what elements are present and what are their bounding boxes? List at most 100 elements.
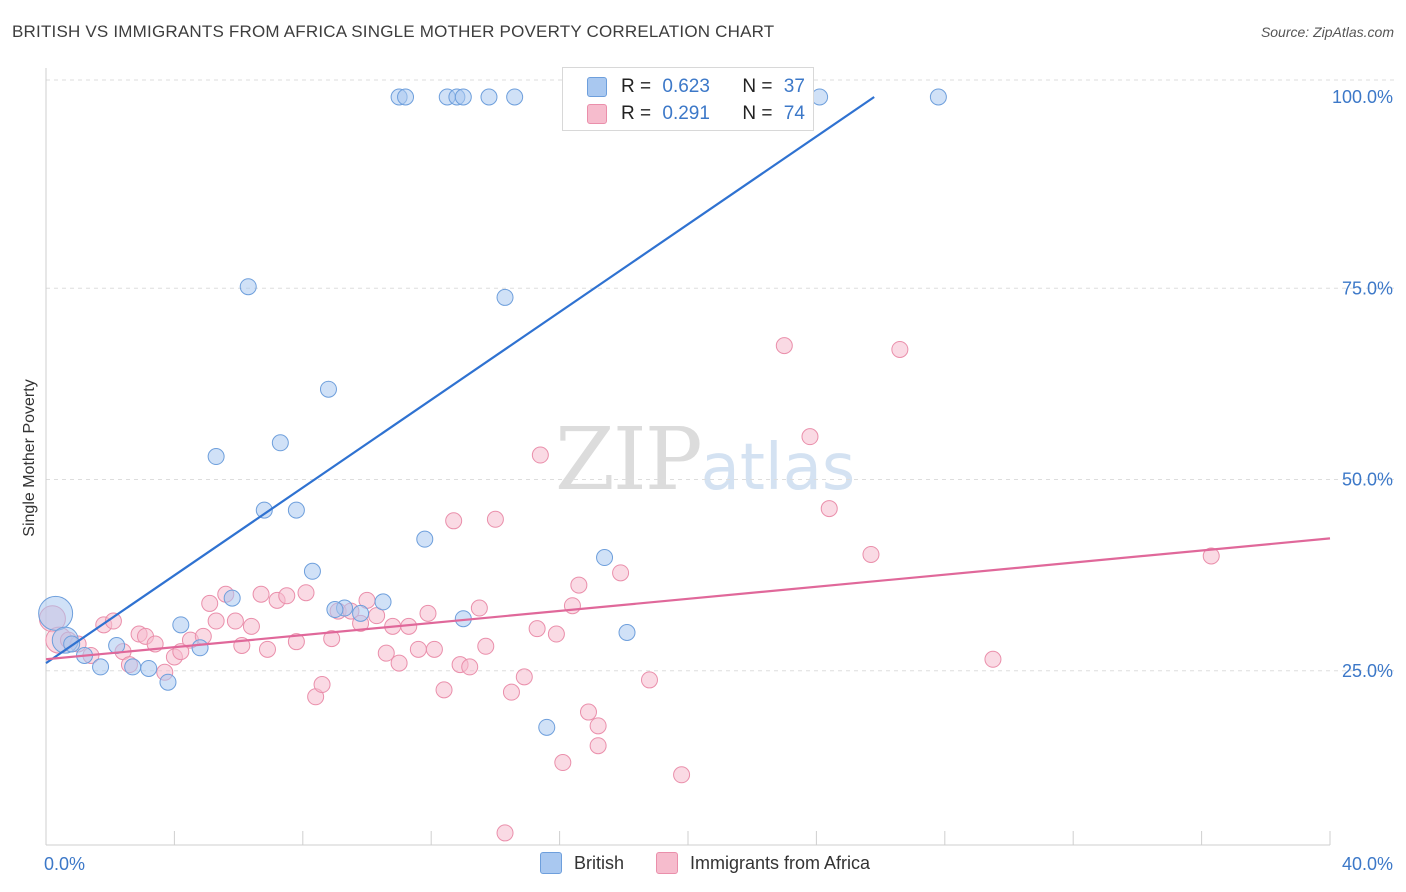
africa-point-23 [252, 585, 270, 603]
british-swatch [587, 77, 607, 97]
africa-point-56 [547, 625, 565, 643]
africa-n-label: N = [742, 103, 773, 124]
africa-point-54 [528, 620, 546, 638]
africa-point-6 [104, 612, 122, 630]
y-tick-label-2: 75.0% [1342, 278, 1393, 298]
series-legend: British Immigrants from Africa [540, 852, 902, 874]
africa-point-55 [531, 446, 549, 464]
africa-point-37 [377, 644, 395, 662]
y-axis-label: Single Mother Poverty [21, 379, 38, 537]
british-point-36 [811, 88, 829, 106]
british-trend-line [45, 96, 875, 665]
africa-point-50 [486, 510, 504, 528]
british-point-35 [618, 624, 636, 641]
british-legend-swatch [540, 852, 562, 874]
watermark-zip: ZIP [555, 410, 703, 510]
africa-point-18 [207, 612, 225, 630]
africa-point-30 [313, 676, 331, 694]
africa-point-72 [1202, 547, 1220, 565]
africa-point-39 [390, 654, 408, 672]
british-point-30 [416, 530, 434, 548]
british-point-16 [287, 501, 305, 519]
chart-title: BRITISH VS IMMIGRANTS FROM AFRICA SINGLE… [12, 22, 775, 41]
british-point-13 [239, 278, 257, 296]
africa-point-45 [445, 512, 463, 530]
british-point-11 [207, 448, 225, 466]
africa-point-27 [287, 633, 305, 651]
british-point-22 [374, 593, 392, 611]
africa-point-63 [612, 564, 630, 582]
british-point-6 [124, 658, 142, 676]
africa-point-62 [589, 737, 607, 755]
british-point-32 [496, 288, 514, 306]
legend-row-british: R = 0.623 N = 37 [587, 74, 805, 100]
legend-item-british[interactable]: British [540, 852, 624, 874]
africa-point-49 [477, 637, 495, 655]
africa-point-44 [435, 681, 453, 699]
british-point-33 [538, 718, 556, 736]
british-point-4 [92, 658, 110, 676]
british-point-15 [271, 434, 289, 452]
british-point-34 [596, 549, 614, 567]
africa-point-67 [801, 428, 819, 446]
british-point-21 [352, 604, 370, 622]
legend-row-africa: R = 0.291 N = 74 [587, 101, 805, 127]
africa-point-69 [862, 545, 880, 563]
british-point-12 [223, 589, 241, 607]
africa-point-31 [323, 630, 341, 648]
british-n-value: 37 [783, 76, 805, 97]
y-tick-label-1: 50.0% [1342, 470, 1393, 490]
legend-item-africa[interactable]: Immigrants from Africa [656, 852, 870, 874]
british-legend-label: British [574, 852, 625, 873]
africa-legend-swatch [656, 852, 679, 874]
british-point-18 [319, 380, 337, 398]
africa-point-65 [673, 766, 691, 784]
correlation-legend: R = 0.623 N = 37 R = 0.291 N = 74 [562, 67, 814, 131]
chart-source: Source: ZipAtlas.com [1260, 24, 1394, 40]
british-point-10 [191, 639, 209, 657]
watermark-atlas: atlas [700, 431, 856, 505]
british-point-7 [140, 659, 158, 677]
africa-point-22 [242, 617, 260, 635]
africa-point-53 [515, 668, 533, 686]
africa-point-70 [891, 340, 909, 358]
africa-point-48 [470, 599, 488, 617]
british-point-28 [480, 88, 498, 106]
british-point-37 [929, 88, 947, 106]
africa-r-value: 0.291 [662, 103, 710, 124]
british-r-value: 0.623 [662, 76, 710, 97]
british-point-24 [397, 88, 415, 106]
africa-point-71 [984, 650, 1002, 668]
zipatlas-watermark: ZIPatlas [555, 410, 855, 510]
africa-point-42 [419, 604, 437, 622]
africa-point-17 [201, 594, 219, 612]
africa-point-28 [297, 584, 315, 602]
british-r-label: R = [621, 76, 652, 97]
africa-point-52 [502, 683, 520, 701]
africa-point-24 [258, 640, 276, 658]
africa-point-66 [775, 337, 793, 355]
africa-swatch [587, 104, 607, 124]
british-point-29 [506, 88, 524, 106]
british-point-8 [159, 673, 177, 691]
x-tick-label-1: 40.0% [1342, 854, 1393, 874]
africa-point-26 [278, 587, 296, 605]
british-point-17 [303, 562, 321, 580]
africa-r-label: R = [621, 103, 652, 124]
africa-point-51 [496, 824, 514, 842]
africa-point-60 [579, 703, 597, 721]
africa-point-64 [640, 671, 658, 689]
british-point-0 [38, 595, 74, 631]
africa-point-41 [409, 640, 427, 658]
africa-point-61 [589, 717, 607, 735]
africa-point-59 [570, 576, 588, 594]
british-point-14 [255, 501, 273, 519]
africa-trend-line [45, 537, 1331, 661]
british-point-20 [326, 601, 344, 619]
africa-point-57 [554, 754, 572, 772]
africa-legend-label: Immigrants from Africa [690, 852, 871, 873]
africa-point-20 [226, 612, 244, 630]
africa-n-value: 74 [783, 103, 805, 124]
africa-point-47 [461, 658, 479, 676]
